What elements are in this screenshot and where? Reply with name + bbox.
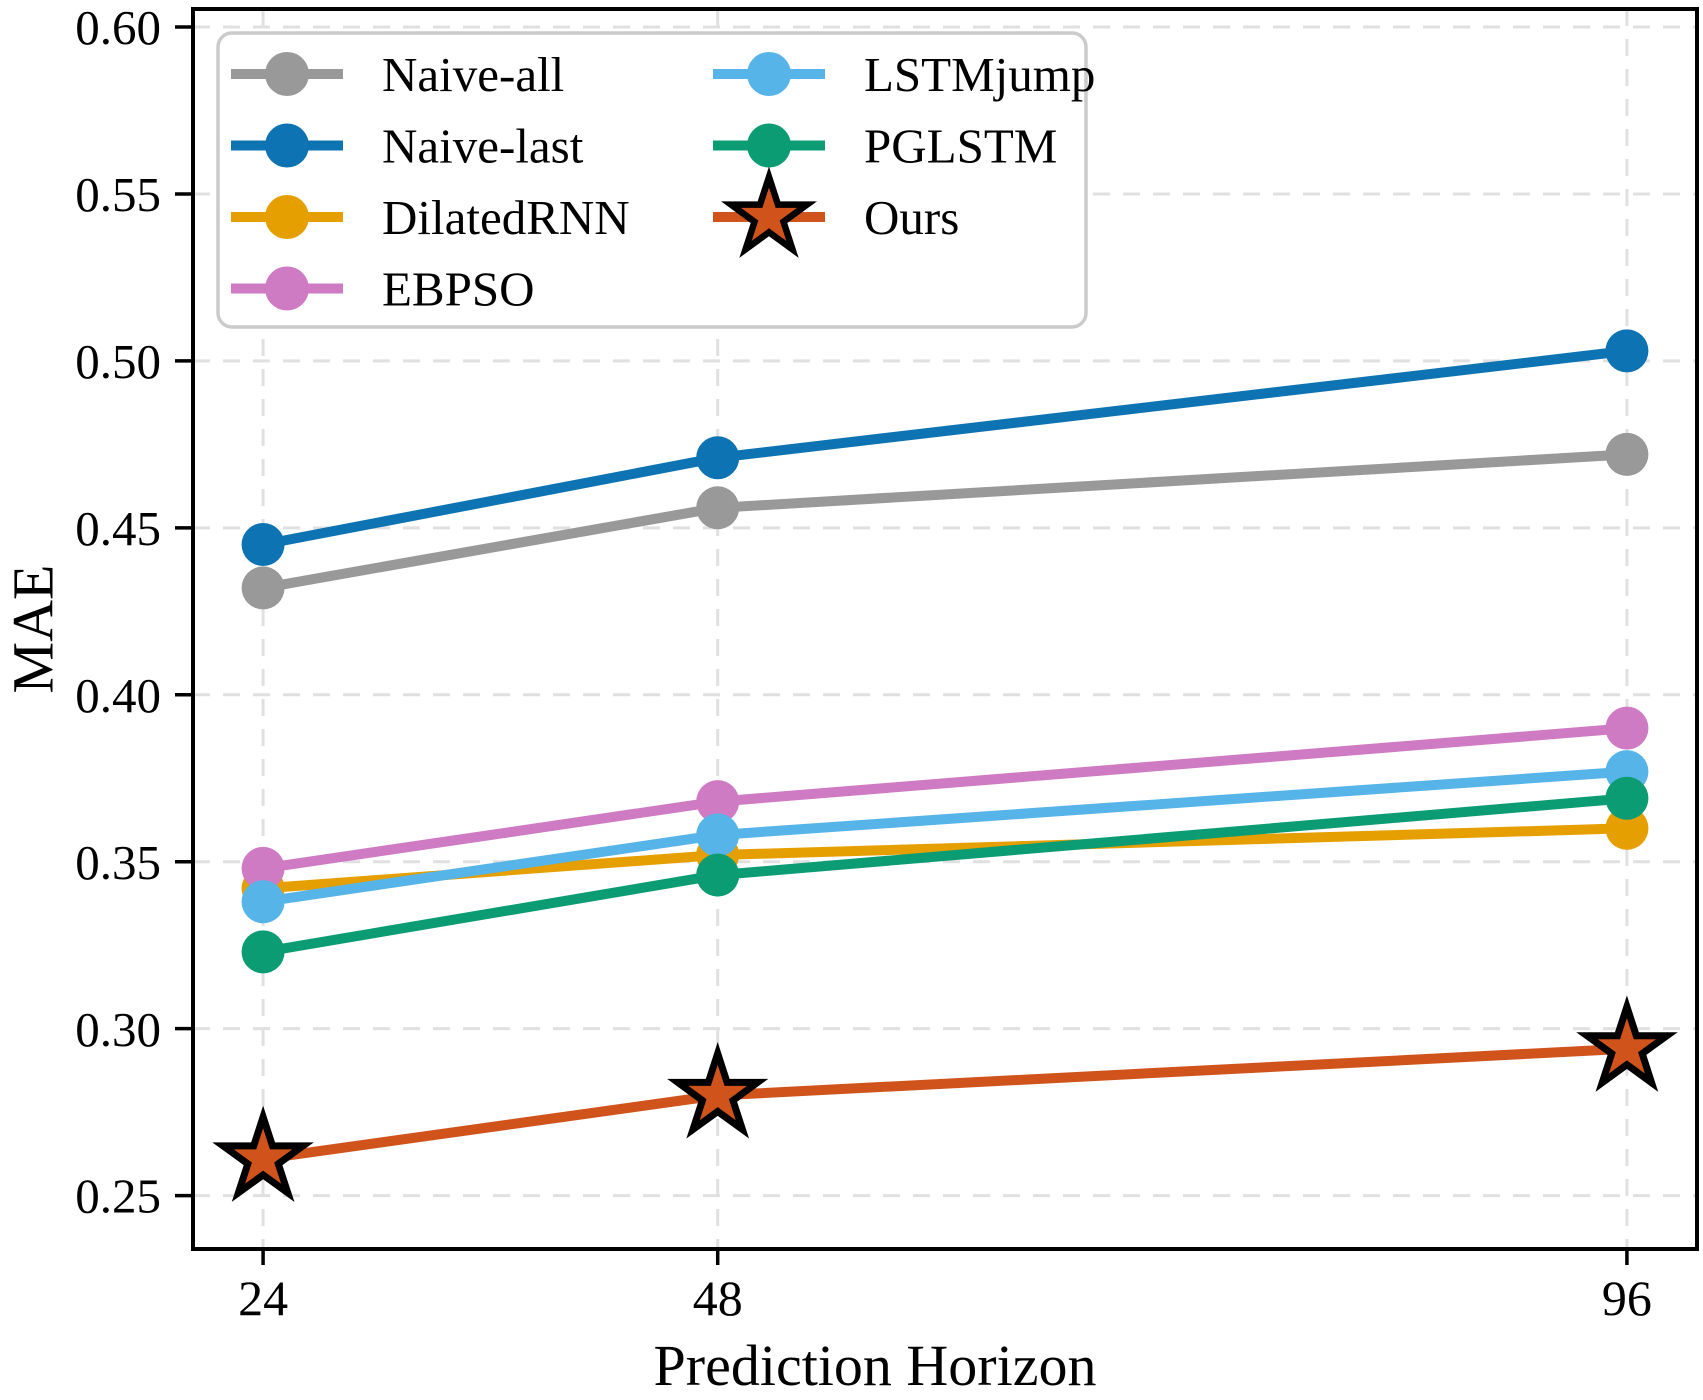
y-tick-label: 0.40 xyxy=(75,668,161,723)
data-point-star xyxy=(667,1042,769,1139)
x-tick-label: 48 xyxy=(693,1270,743,1326)
data-point xyxy=(696,780,740,824)
y-axis-label: MAE xyxy=(0,564,66,694)
data-point xyxy=(1605,329,1649,373)
series-Naive-last xyxy=(241,329,1649,567)
legend-circle-marker xyxy=(265,266,309,311)
legend-label: EBPSO xyxy=(382,262,535,317)
data-point xyxy=(241,523,285,567)
data-point xyxy=(241,930,285,974)
y-tick-label: 0.25 xyxy=(75,1169,161,1224)
data-point xyxy=(241,566,285,610)
legend-label: Naive-all xyxy=(382,47,564,102)
legend-label: LSTMjump xyxy=(864,47,1095,102)
legend-label: DilatedRNN xyxy=(382,190,630,245)
x-tick-label: 24 xyxy=(238,1270,288,1326)
legend-box xyxy=(216,31,1088,329)
x-axis-label: Prediction Horizon xyxy=(653,1333,1097,1398)
data-point-star xyxy=(212,1105,314,1202)
series-EBPSO xyxy=(241,706,1649,890)
data-point xyxy=(696,486,740,530)
data-point xyxy=(696,436,740,480)
data-point xyxy=(241,880,285,924)
y-tick-label: 0.50 xyxy=(75,334,161,389)
legend-label: PGLSTM xyxy=(864,119,1057,174)
series-Ours xyxy=(212,995,1678,1202)
y-tick-label: 0.55 xyxy=(75,167,161,222)
data-point xyxy=(1605,776,1649,820)
data-point xyxy=(1605,806,1649,850)
legend-entry-Ours: Ours xyxy=(713,166,959,258)
legend-entry-Naive-last: Naive-last xyxy=(231,119,584,174)
y-tick-label: 0.35 xyxy=(75,835,161,890)
legend-entry-Naive-all: Naive-all xyxy=(231,47,564,102)
legend-circle-marker xyxy=(265,52,309,96)
legend-entry-PGLSTM: PGLSTM xyxy=(713,119,1057,174)
y-tick-label: 0.60 xyxy=(75,0,161,55)
legend-entry-LSTMjump: LSTMjump xyxy=(713,47,1095,102)
data-point-star xyxy=(1576,995,1678,1092)
x-tick-label: 96 xyxy=(1602,1270,1652,1326)
series-Naive-all xyxy=(241,432,1649,610)
axis-ticks: 0.25 0.30 0.35 0.40 0.45 0.50 0.55 0.60 24 48 96 xyxy=(75,0,1652,1326)
legend-circle-marker xyxy=(747,52,791,96)
y-tick-label: 0.30 xyxy=(75,1002,161,1057)
data-point xyxy=(696,813,740,857)
legend-star-marker xyxy=(721,166,817,258)
data-point xyxy=(1605,432,1649,476)
plot-frame xyxy=(191,7,1699,1251)
data-point xyxy=(696,853,740,897)
series-PGLSTM xyxy=(241,776,1649,974)
data-point xyxy=(1605,706,1649,750)
y-tick-label: 0.45 xyxy=(75,501,161,556)
legend-entry-DilatedRNN: DilatedRNN xyxy=(231,190,630,245)
legend-label: Naive-last xyxy=(382,119,584,174)
legend-label: Ours xyxy=(864,190,959,245)
legend: Naive-all Naive-last DilatedRNN EBPSO LSTMju… xyxy=(216,31,1095,329)
legend-circle-marker xyxy=(747,123,791,168)
legend-circle-marker xyxy=(265,123,309,168)
data-point xyxy=(241,846,285,890)
legend-entry-EBPSO: EBPSO xyxy=(231,262,535,317)
legend-circle-marker xyxy=(265,195,309,239)
